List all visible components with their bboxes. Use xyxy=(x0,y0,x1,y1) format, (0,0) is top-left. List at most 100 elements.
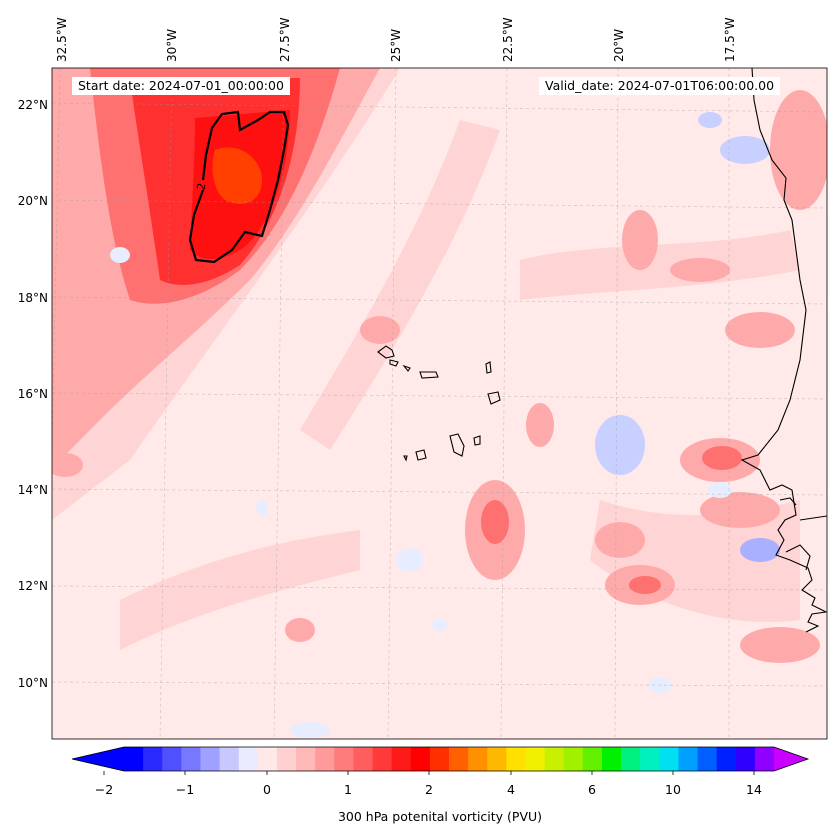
pv-core-orange xyxy=(212,147,262,204)
pv-max xyxy=(360,316,400,344)
colorbar-segment xyxy=(678,747,699,771)
colorbar-segment xyxy=(296,747,316,771)
colorbar-segment xyxy=(238,747,259,771)
pv-streak xyxy=(300,120,500,450)
pv-max xyxy=(52,453,83,477)
colorbar xyxy=(71,746,810,775)
pv-max xyxy=(595,522,645,558)
colorbar-segment xyxy=(754,747,775,771)
colorbar-segment xyxy=(697,747,718,771)
colorbar-segment xyxy=(640,747,660,771)
colorbar-segment xyxy=(735,747,756,771)
colorbar-segment xyxy=(162,747,182,771)
valid-date-label: Valid_date: 2024-07-01T06:00:00.00 xyxy=(539,77,781,95)
colorbar-segment xyxy=(716,747,737,771)
colorbar-outline xyxy=(71,746,810,772)
pv-max xyxy=(725,312,795,348)
colorbar-segment xyxy=(200,747,221,771)
colorbar-tick: −2 xyxy=(94,782,114,797)
colorbar-segment xyxy=(391,747,412,771)
colorbar-segment xyxy=(353,747,374,771)
map-area: 2 xyxy=(52,68,827,739)
pv-min xyxy=(432,619,448,631)
colorbar-segment xyxy=(410,747,431,771)
colorbar-segment xyxy=(563,747,584,771)
pv-min xyxy=(698,112,722,128)
pv-min xyxy=(256,500,268,516)
pv-min xyxy=(290,722,330,738)
colorbar-segment xyxy=(315,747,335,771)
lat-label-18n: 18°N xyxy=(17,291,48,305)
lon-label-17-5w: 17.5°W xyxy=(723,17,737,62)
lon-label-25w: 25°W xyxy=(389,28,403,62)
lon-label-27-5w: 27.5°W xyxy=(278,17,292,62)
colorbar-segment xyxy=(544,747,565,771)
lat-label-14n: 14°N xyxy=(17,483,48,497)
pv-min xyxy=(708,482,732,498)
colorbar-segment xyxy=(429,747,450,771)
colorbar-segment xyxy=(468,747,488,771)
colorbar-segment xyxy=(582,747,603,771)
colorbar-segment xyxy=(143,747,163,771)
pv-max xyxy=(285,618,315,642)
pv-min xyxy=(740,538,780,562)
map-frame xyxy=(51,67,828,740)
start-date-label: Start date: 2024-07-01_00:00:00 xyxy=(72,77,290,95)
lat-label-10n: 10°N xyxy=(17,676,48,690)
pv-max xyxy=(481,500,509,544)
lon-label-32-5w: 32.5°W xyxy=(55,17,69,62)
pv-min xyxy=(396,548,424,572)
pv-max xyxy=(700,492,780,528)
colorbar-segment xyxy=(449,747,469,771)
colorbar-segment xyxy=(219,747,240,771)
colorbar-segment xyxy=(525,747,546,771)
colorbar-tick: 14 xyxy=(746,782,762,797)
lon-label-20w: 20°W xyxy=(612,28,626,62)
lat-label-16n: 16°N xyxy=(17,387,48,401)
guinea-bissau-coast xyxy=(785,544,811,571)
colorbar-segment xyxy=(334,747,354,771)
colorbar-segment xyxy=(621,747,641,771)
colorbar-segment xyxy=(276,747,297,771)
pv-max xyxy=(670,258,730,282)
colorbar-segment xyxy=(487,747,507,771)
pv-min xyxy=(110,247,130,263)
lon-label-30w: 30°W xyxy=(165,28,179,62)
pv-2-contour xyxy=(188,110,290,264)
colorbar-tick: 0 xyxy=(263,782,271,797)
colorbar-tick: 6 xyxy=(588,782,596,797)
pv-max xyxy=(702,446,742,470)
guinea-bissau-coast xyxy=(799,515,827,521)
lat-label-20n: 20°N xyxy=(17,194,48,208)
gambia-river xyxy=(779,497,797,506)
lat-label-22n: 22°N xyxy=(17,98,48,112)
colorbar-segment xyxy=(506,747,526,771)
lon-label-22-5w: 22.5°W xyxy=(501,17,515,62)
colorbar-segment xyxy=(124,747,144,771)
african-coastline xyxy=(740,68,827,633)
colorbar-label: 300 hPa potenital vorticity (PVU) xyxy=(337,809,543,824)
pv-streak xyxy=(120,530,360,650)
colorbar-extend-low xyxy=(72,747,124,771)
colorbar-tick: −1 xyxy=(175,782,195,797)
pv-max xyxy=(740,627,820,663)
pv-max xyxy=(629,576,661,594)
pv-min xyxy=(595,415,645,475)
pv-max xyxy=(526,403,554,447)
pv-min xyxy=(720,136,770,164)
colorbar-tick: 1 xyxy=(344,782,352,797)
pv-max xyxy=(770,90,827,210)
pv-2-contour-label: 2 xyxy=(195,182,209,191)
cape-verde-islands xyxy=(377,345,501,462)
colorbar-segment xyxy=(181,747,201,771)
colorbar-segment xyxy=(601,747,622,771)
colorbar-extend-high xyxy=(774,747,808,771)
pv-max xyxy=(622,210,658,270)
gridlines xyxy=(52,68,827,739)
colorbar-segment xyxy=(257,747,278,771)
colorbar-segment xyxy=(372,747,393,771)
colorbar-segment xyxy=(659,747,679,771)
colorbar-tick: 10 xyxy=(665,782,681,797)
colorbar-tick: 4 xyxy=(507,782,515,797)
